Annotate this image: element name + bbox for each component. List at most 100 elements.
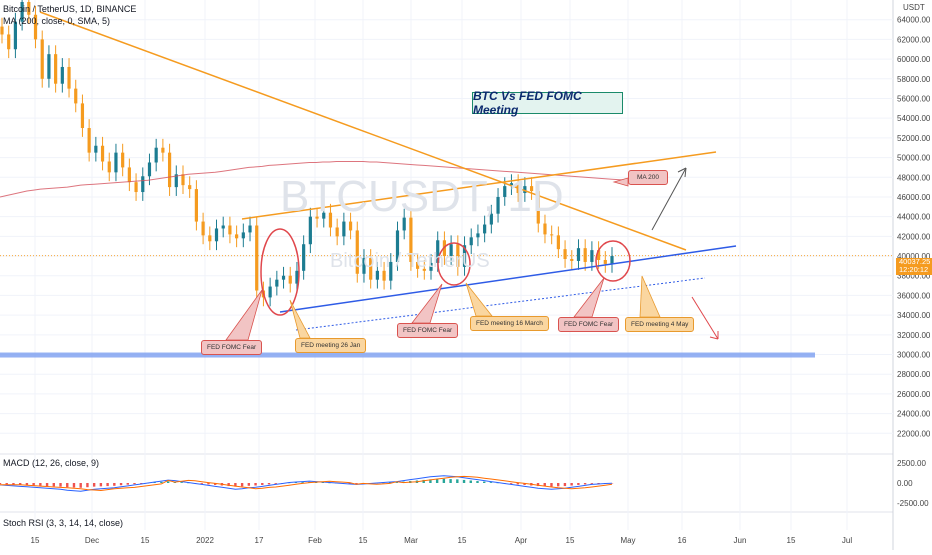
macd-histogram-bar (160, 481, 163, 483)
candle-body (134, 182, 138, 193)
candle-body (382, 270, 386, 281)
y-tick-label: 58000.00 (897, 75, 931, 84)
symbol-watermark-subtitle: Bitcoin / TetherUS (330, 250, 490, 272)
y-tick-label: 60000.00 (897, 55, 931, 64)
candle-body (429, 262, 433, 271)
y-tick-label: 30000.00 (897, 351, 931, 360)
candle-body (483, 224, 487, 234)
macd-histogram-bar (92, 483, 96, 487)
y-tick-label: 50000.00 (897, 154, 931, 163)
candle-body (496, 196, 500, 214)
candle-body (556, 235, 560, 250)
candle-body (174, 174, 178, 188)
macd-histogram-bar (86, 483, 89, 488)
candle-body (141, 176, 145, 193)
macd-histogram-bar (59, 483, 62, 487)
macd-histogram-bar (180, 482, 183, 483)
candle-body (181, 174, 185, 186)
candle-body (529, 186, 534, 192)
chart-title: BTC Vs FED FOMC Meeting (472, 89, 623, 117)
dotted-support-line (295, 277, 706, 331)
candle-body (550, 234, 554, 236)
y-tick-label: 52000.00 (897, 134, 931, 143)
main-pane (0, 0, 893, 453)
candle-body (328, 212, 333, 228)
macd-histogram-bar (550, 483, 553, 487)
candle-body (154, 147, 158, 163)
candle-body (235, 234, 239, 239)
candle-body (489, 213, 493, 225)
candle-body (275, 279, 279, 287)
macd-histogram-bar (435, 479, 439, 483)
support-trendline (279, 245, 737, 313)
candle-body (302, 244, 306, 271)
macd-histogram-bar (462, 479, 466, 483)
candle-body (523, 186, 527, 194)
y-tick-label: 36000.00 (897, 291, 931, 300)
macd-histogram-bar (509, 483, 513, 484)
candle-body (87, 128, 91, 153)
candle-body (40, 39, 44, 79)
y-tick-label: 40000.00 (897, 252, 931, 261)
x-tick-label: Apr (515, 536, 528, 545)
macd-histogram-bar (119, 483, 123, 486)
macd-histogram-bar (18, 483, 22, 485)
candle-body (107, 161, 111, 173)
fear-circle-2 (437, 242, 471, 286)
y-tick-label: 44000.00 (897, 213, 931, 222)
candle-body (74, 88, 78, 104)
macd-histogram-bar (536, 483, 540, 487)
candle-body (248, 225, 252, 233)
candle-body (13, 21, 18, 50)
fed-meeting-mar-label: FED meeting 16 March (470, 316, 549, 331)
candle-body (469, 237, 473, 246)
candle-body (409, 217, 413, 262)
macd-histogram-bar (25, 483, 29, 486)
fed-fear-label-2: FED FOMC Fear (397, 323, 459, 338)
fed-meeting-may-label: FED meeting 4 May (625, 317, 695, 332)
candle-body (610, 256, 614, 264)
candle-body (255, 225, 259, 291)
y-tick-label: 46000.00 (897, 193, 931, 202)
macd-histogram-bar (476, 481, 479, 483)
indicator-header[interactable]: MA (200, close, 0, SMA, 5) (3, 16, 111, 26)
candle-body (362, 258, 366, 274)
current-price-tag: 40037.25 12:20:12 (896, 258, 932, 275)
macd-histogram-bar (207, 483, 210, 485)
macd-histogram-bar (516, 483, 520, 485)
candle-body (121, 152, 125, 168)
y-tick-label: 64000.00 (897, 16, 931, 25)
macd-histogram-bar (348, 483, 351, 484)
candle-body (288, 275, 292, 284)
macd-histogram-bar (261, 483, 264, 485)
candle-body (342, 221, 346, 237)
candle-body (402, 217, 406, 231)
symbol-header[interactable]: Bitcoin / TetherUS, 1D, BINANCE (3, 4, 137, 14)
candle-body (201, 221, 205, 236)
macd-histogram-bar (45, 483, 49, 487)
x-tick-label: May (620, 536, 635, 545)
stoch-rsi-label[interactable]: Stoch RSI (3, 3, 14, 14, close) (3, 518, 124, 528)
macd-label[interactable]: MACD (12, 26, close, 9) (3, 458, 100, 468)
macd-histogram-bar (429, 479, 432, 483)
macd-histogram-bar (39, 483, 42, 486)
macd-histogram-bar (570, 483, 573, 486)
macd-histogram-bar (355, 483, 358, 484)
candle-body (188, 185, 192, 190)
macd-histogram-bar (126, 483, 129, 485)
candle-body (563, 249, 567, 259)
macd-histogram-bar (247, 483, 251, 486)
candle-body (476, 233, 480, 238)
candle-body (422, 268, 426, 271)
candle-body (389, 261, 393, 281)
current-price: 40037.25 (899, 257, 931, 266)
x-tick-label: Dec (85, 536, 99, 545)
macd-histogram-bar (72, 483, 76, 488)
fear-circle-1 (260, 228, 300, 316)
candle-body (436, 240, 440, 263)
y-tick-label: 32000.00 (897, 331, 931, 340)
macd-histogram-bar (597, 483, 600, 484)
candle-body (147, 162, 152, 177)
